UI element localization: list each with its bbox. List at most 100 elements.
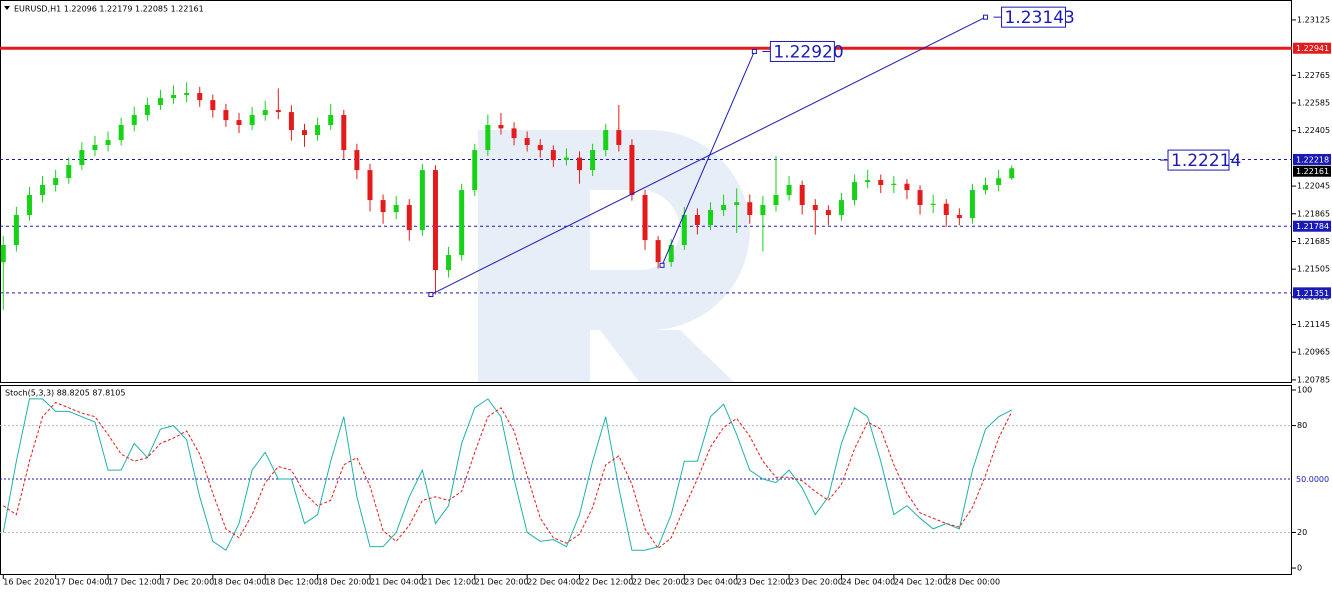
level-label-box (1293, 287, 1331, 299)
x-tick-label: 23 Dec 04:00 (684, 578, 738, 587)
candle-body (930, 203, 936, 205)
x-tick-label: 18 Dec 12:00 (265, 578, 319, 587)
x-tick-label: 22 Dec 12:00 (580, 578, 634, 587)
candle-body (1009, 168, 1015, 179)
candle-body (734, 202, 740, 205)
candle-body (236, 120, 242, 125)
level-label: 50.0000 (1296, 475, 1329, 484)
candle-body (956, 215, 962, 219)
candle-body (603, 130, 609, 151)
candle-body (969, 190, 975, 219)
y-tick-label: 1.20965 (1297, 348, 1330, 357)
candle-body (432, 170, 438, 271)
y-tick-label: 1.21505 (1297, 265, 1330, 274)
candle-body (983, 185, 989, 191)
candle-body (406, 205, 412, 231)
x-tick-label: 21 Dec 04:00 (370, 578, 424, 587)
candle-body (419, 170, 425, 231)
y-tick-label: 1.22765 (1297, 71, 1330, 80)
candle-body (511, 128, 517, 139)
candle-body (773, 195, 779, 205)
candle-body (223, 110, 229, 121)
candle-body (996, 178, 1002, 185)
candle-body (328, 115, 334, 125)
price-panel-frame (0, 0, 1292, 383)
x-tick-label: 16 Dec 2020 (3, 578, 54, 587)
x-tick-label: 28 Dec 00:00 (946, 578, 1000, 587)
y-tick-label: 1.22045 (1297, 182, 1330, 191)
candle-body (92, 145, 98, 151)
stoch-title: Stoch(5,3,3) 88.8205 87.8105 (5, 389, 125, 398)
trendline-anchor (983, 14, 989, 20)
candle-body (825, 210, 831, 215)
candle-body (315, 125, 321, 135)
candle-body (393, 205, 399, 213)
candle-body (446, 255, 452, 271)
candle-body (943, 203, 949, 215)
candle-body (275, 110, 281, 113)
y-tick-label: 1.22405 (1297, 126, 1330, 135)
candle-body (131, 115, 137, 125)
candle-body (262, 110, 268, 115)
candle-body (26, 195, 32, 215)
candle-body (760, 205, 766, 215)
level-label-box (1293, 153, 1331, 165)
candle-body (904, 183, 910, 191)
x-tick-label: 21 Dec 20:00 (475, 578, 529, 587)
candle-body (655, 240, 661, 263)
candle-body (812, 205, 818, 211)
candle-body (288, 112, 294, 131)
x-tick-label: 22 Dec 20:00 (632, 578, 686, 587)
level-label: 1.22218 (1296, 155, 1329, 164)
candle-body (878, 180, 884, 185)
trendline-anchor (751, 48, 757, 54)
level-label: 1.22941 (1296, 44, 1329, 53)
x-tick-label: 17 Dec 20:00 (160, 578, 214, 587)
candle-body (590, 150, 596, 171)
candle-body (210, 100, 216, 111)
x-tick-label: 22 Dec 04:00 (527, 578, 581, 587)
level-annotation-box (1167, 149, 1230, 171)
level-label-box (1293, 220, 1331, 232)
candle-body (524, 138, 530, 145)
candle-body (459, 190, 465, 255)
candle-body (563, 157, 569, 161)
y-tick-label: 0 (1297, 564, 1302, 573)
x-tick-label: 24 Dec 12:00 (894, 578, 948, 587)
candle-body (341, 115, 347, 151)
y-tick-label: 1.21865 (1297, 209, 1330, 218)
trend-label-box (1001, 6, 1067, 28)
candle-body (681, 215, 687, 245)
candle-body (642, 195, 648, 241)
y-tick-label: 20 (1297, 528, 1307, 537)
y-tick-label: 80 (1297, 421, 1307, 430)
x-tick-label: 17 Dec 12:00 (108, 578, 162, 587)
candle-body (694, 215, 700, 225)
candle-body (249, 115, 255, 125)
x-tick-label: 24 Dec 04:00 (841, 578, 895, 587)
symbol-menu-arrow[interactable] (4, 6, 10, 10)
candle-body (380, 200, 386, 213)
candle-body (157, 98, 163, 105)
candle-body (118, 125, 124, 141)
y-tick-label: 100 (1297, 385, 1312, 394)
level-label-box (1293, 42, 1331, 54)
x-tick-label: 23 Dec 20:00 (789, 578, 843, 587)
candle-body (865, 180, 871, 183)
current-price-label-box (1293, 165, 1331, 177)
candle-body (891, 183, 897, 185)
candle-body (144, 105, 150, 115)
x-tick-label: 23 Dec 12:00 (737, 578, 791, 587)
candle-body (66, 165, 72, 179)
stoch-panel-frame (0, 385, 1292, 575)
candle-body (105, 140, 111, 145)
level-label: 1.21784 (1296, 222, 1329, 231)
trendline (430, 16, 986, 295)
stoch-line (2, 398, 1012, 551)
y-tick-label: 1.23125 (1297, 15, 1330, 24)
level-annotation: 1.22214 (1171, 151, 1241, 171)
candle-body (354, 150, 360, 171)
x-tick-label: 18 Dec 04:00 (213, 578, 267, 587)
trendline-anchor (428, 292, 434, 298)
